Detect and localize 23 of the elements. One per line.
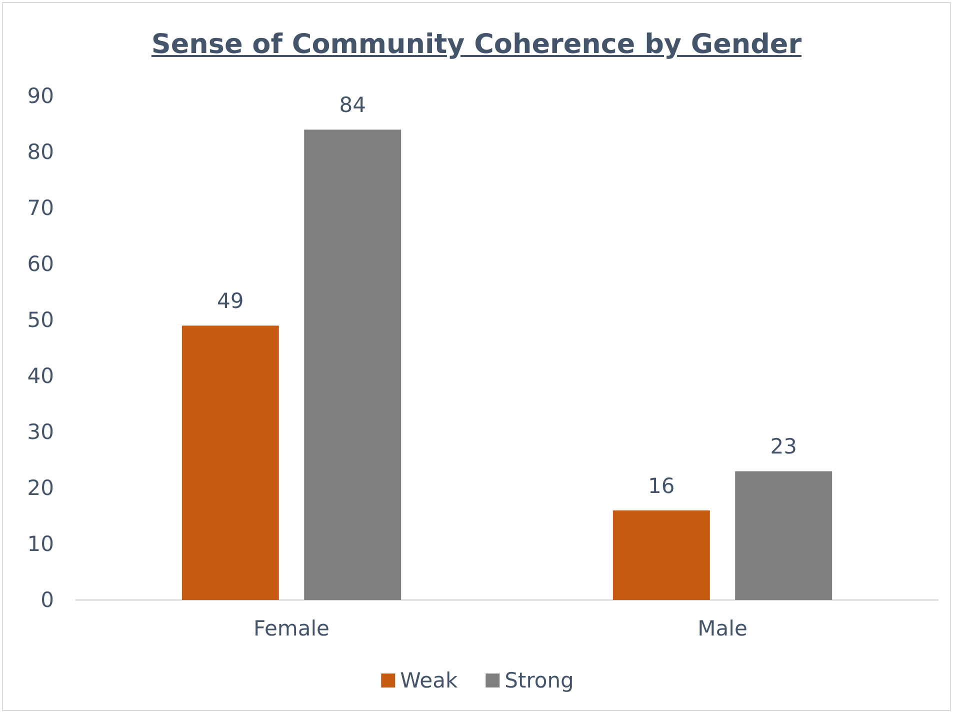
data-label: 23 xyxy=(770,434,797,459)
y-tick-label: 20 xyxy=(27,476,54,500)
x-tick-label: Male xyxy=(698,616,748,640)
y-tick-label: 90 xyxy=(27,84,54,108)
y-tick-label: 60 xyxy=(27,252,54,276)
data-label: 16 xyxy=(648,474,675,498)
legend-label: Strong xyxy=(504,668,574,692)
data-label: 84 xyxy=(339,93,366,118)
y-tick-label: 80 xyxy=(27,140,54,164)
chart-title: Sense of Community Coherence by Gender xyxy=(150,29,803,60)
legend-label: Weak xyxy=(400,668,458,692)
y-tick-label: 10 xyxy=(27,532,54,556)
y-tick-label: 40 xyxy=(27,364,54,388)
y-tick-label: 50 xyxy=(27,308,54,332)
y-tick-label: 0 xyxy=(40,588,54,612)
y-tick-label: 30 xyxy=(27,420,54,444)
bar xyxy=(735,471,832,600)
bar xyxy=(304,130,402,600)
bar xyxy=(612,510,710,600)
bar xyxy=(182,326,279,600)
data-label: 49 xyxy=(217,289,244,314)
y-tick-label: 70 xyxy=(27,196,54,220)
x-tick-label: Female xyxy=(254,616,330,640)
